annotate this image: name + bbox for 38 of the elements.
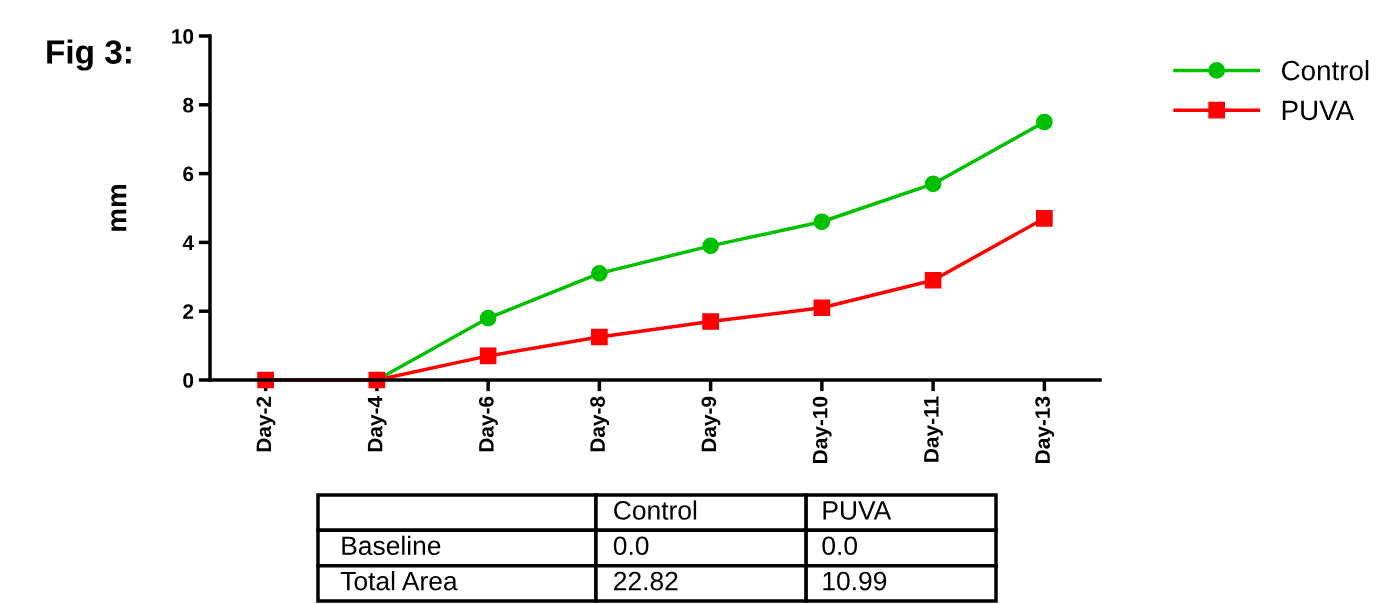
x-tick-label: Day-6 <box>478 396 498 452</box>
point <box>479 347 497 365</box>
x-tick-label: Day-8 <box>590 396 610 452</box>
chart-title: Fig 3: <box>47 39 131 71</box>
text: 0.0 <box>613 536 649 556</box>
y-tick-label: 2 <box>183 304 194 319</box>
text: 10.99 <box>823 571 887 591</box>
point <box>1036 113 1053 131</box>
x-tick-label: Day-2 <box>256 396 276 452</box>
x-tick-label: Day-4 <box>367 396 387 452</box>
y-tick-label: 10 <box>172 29 194 44</box>
point <box>591 265 608 282</box>
x-tick-label: Day-11 <box>924 396 943 462</box>
y-tick-label: 6 <box>183 166 194 182</box>
x-tick-label: Day-9 <box>701 396 721 452</box>
point <box>924 175 942 193</box>
point <box>813 213 831 231</box>
legend-label: PUVA <box>1282 100 1355 121</box>
point <box>924 271 942 289</box>
legend-label: Control <box>1281 60 1369 81</box>
y-axis-title: mm <box>111 185 127 231</box>
point <box>591 328 608 346</box>
point <box>813 299 831 317</box>
y-tick-label: 0 <box>183 373 194 388</box>
text: 22.82 <box>614 571 678 591</box>
y-tick-label: 4 <box>182 235 194 250</box>
text: PUVA <box>823 501 892 520</box>
text: 0.0 <box>822 536 857 556</box>
text: Baseline <box>342 535 441 556</box>
y-tick-label: 8 <box>183 97 194 113</box>
point <box>702 237 719 255</box>
point <box>479 309 497 327</box>
x-tick-label: Day-13 <box>1035 396 1055 463</box>
text: Control <box>614 500 697 520</box>
x-tick-label: Day-10 <box>812 396 832 463</box>
point <box>702 313 719 330</box>
point <box>1036 209 1053 227</box>
text: Total Area <box>340 571 458 591</box>
